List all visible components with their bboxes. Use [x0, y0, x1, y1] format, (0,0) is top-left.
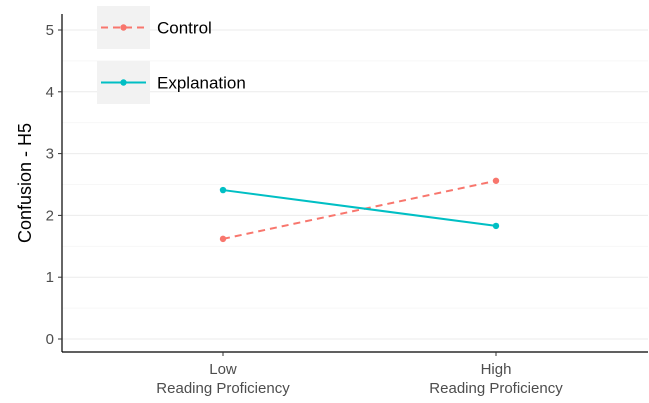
y-tick-label: 3: [46, 146, 54, 163]
y-tick-label: 5: [46, 22, 54, 39]
series-group: [219, 177, 500, 243]
data-point-explanation: [492, 222, 500, 230]
legend-key-point: [120, 24, 127, 31]
legend: Control Explanation: [97, 6, 246, 104]
y-tick-label: 4: [46, 84, 54, 101]
x-tick-label: High Reading Proficiency: [429, 361, 563, 397]
series-line-control: [222, 179, 497, 240]
y-tick-label: 1: [46, 269, 54, 286]
x-tick-label-line1: Low: [209, 361, 237, 378]
y-axis: 0 1 2 3 4 5: [46, 14, 63, 352]
x-tick-label-line2: Reading Proficiency: [429, 380, 563, 397]
data-point-control: [492, 177, 500, 184]
x-tick-label-line2: Reading Proficiency: [156, 380, 290, 397]
y-tick-label: 0: [46, 331, 54, 348]
gridlines: [62, 29, 648, 340]
data-point-explanation: [219, 186, 227, 194]
legend-label-control: Control: [157, 19, 212, 38]
legend-key-point: [120, 79, 127, 86]
y-axis-title: Confusion - H5: [15, 123, 35, 243]
x-tick-label: Low Reading Proficiency: [156, 361, 290, 397]
x-tick-label-line1: High: [481, 361, 512, 378]
x-axis: Low Reading Proficiency High Reading Profic…: [62, 351, 648, 397]
legend-label-explanation: Explanation: [157, 74, 246, 93]
series-line-explanation: [222, 189, 497, 227]
data-point-control: [219, 235, 227, 243]
y-tick-label: 2: [46, 207, 54, 224]
